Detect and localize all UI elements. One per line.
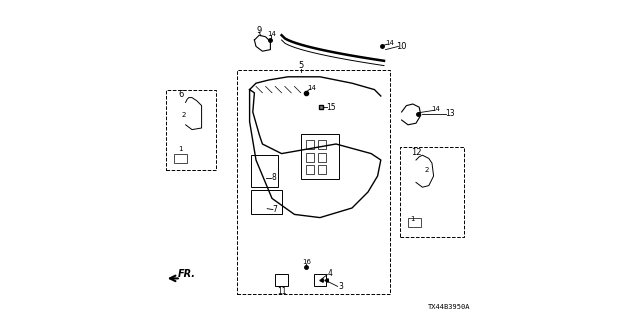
Bar xyxy=(251,155,278,187)
Bar xyxy=(319,165,326,174)
Text: 12: 12 xyxy=(411,148,421,156)
Text: 4: 4 xyxy=(327,269,332,278)
Text: 2: 2 xyxy=(425,167,429,172)
Text: 11: 11 xyxy=(277,287,286,296)
Bar xyxy=(314,274,326,286)
Bar xyxy=(408,218,421,227)
Text: 13: 13 xyxy=(445,109,454,118)
Bar xyxy=(319,153,326,162)
Bar xyxy=(275,274,288,286)
Text: TX44B3950A: TX44B3950A xyxy=(428,304,470,310)
Text: 1: 1 xyxy=(179,146,183,152)
Text: 16: 16 xyxy=(301,260,311,265)
Text: 14: 14 xyxy=(385,40,394,46)
Text: 2: 2 xyxy=(182,112,186,118)
Bar xyxy=(166,90,216,170)
Bar xyxy=(251,190,282,214)
Text: 14: 14 xyxy=(308,85,316,91)
Text: 14: 14 xyxy=(267,31,276,36)
Bar xyxy=(174,154,187,163)
Bar xyxy=(319,140,326,149)
Text: 3: 3 xyxy=(339,282,343,291)
Bar xyxy=(237,70,390,294)
Text: 10: 10 xyxy=(396,42,407,51)
Text: 8: 8 xyxy=(271,173,276,182)
Bar xyxy=(301,134,339,179)
Text: 1: 1 xyxy=(410,216,415,222)
Text: 7: 7 xyxy=(273,205,278,214)
Text: 6: 6 xyxy=(178,90,184,99)
Text: 15: 15 xyxy=(326,103,336,112)
Text: FR.: FR. xyxy=(178,268,196,279)
Text: 9: 9 xyxy=(257,26,262,35)
Text: 5: 5 xyxy=(298,61,303,70)
Bar xyxy=(400,147,464,237)
Text: 14: 14 xyxy=(431,107,440,112)
Bar xyxy=(306,140,314,149)
Bar xyxy=(306,153,314,162)
Bar xyxy=(306,165,314,174)
